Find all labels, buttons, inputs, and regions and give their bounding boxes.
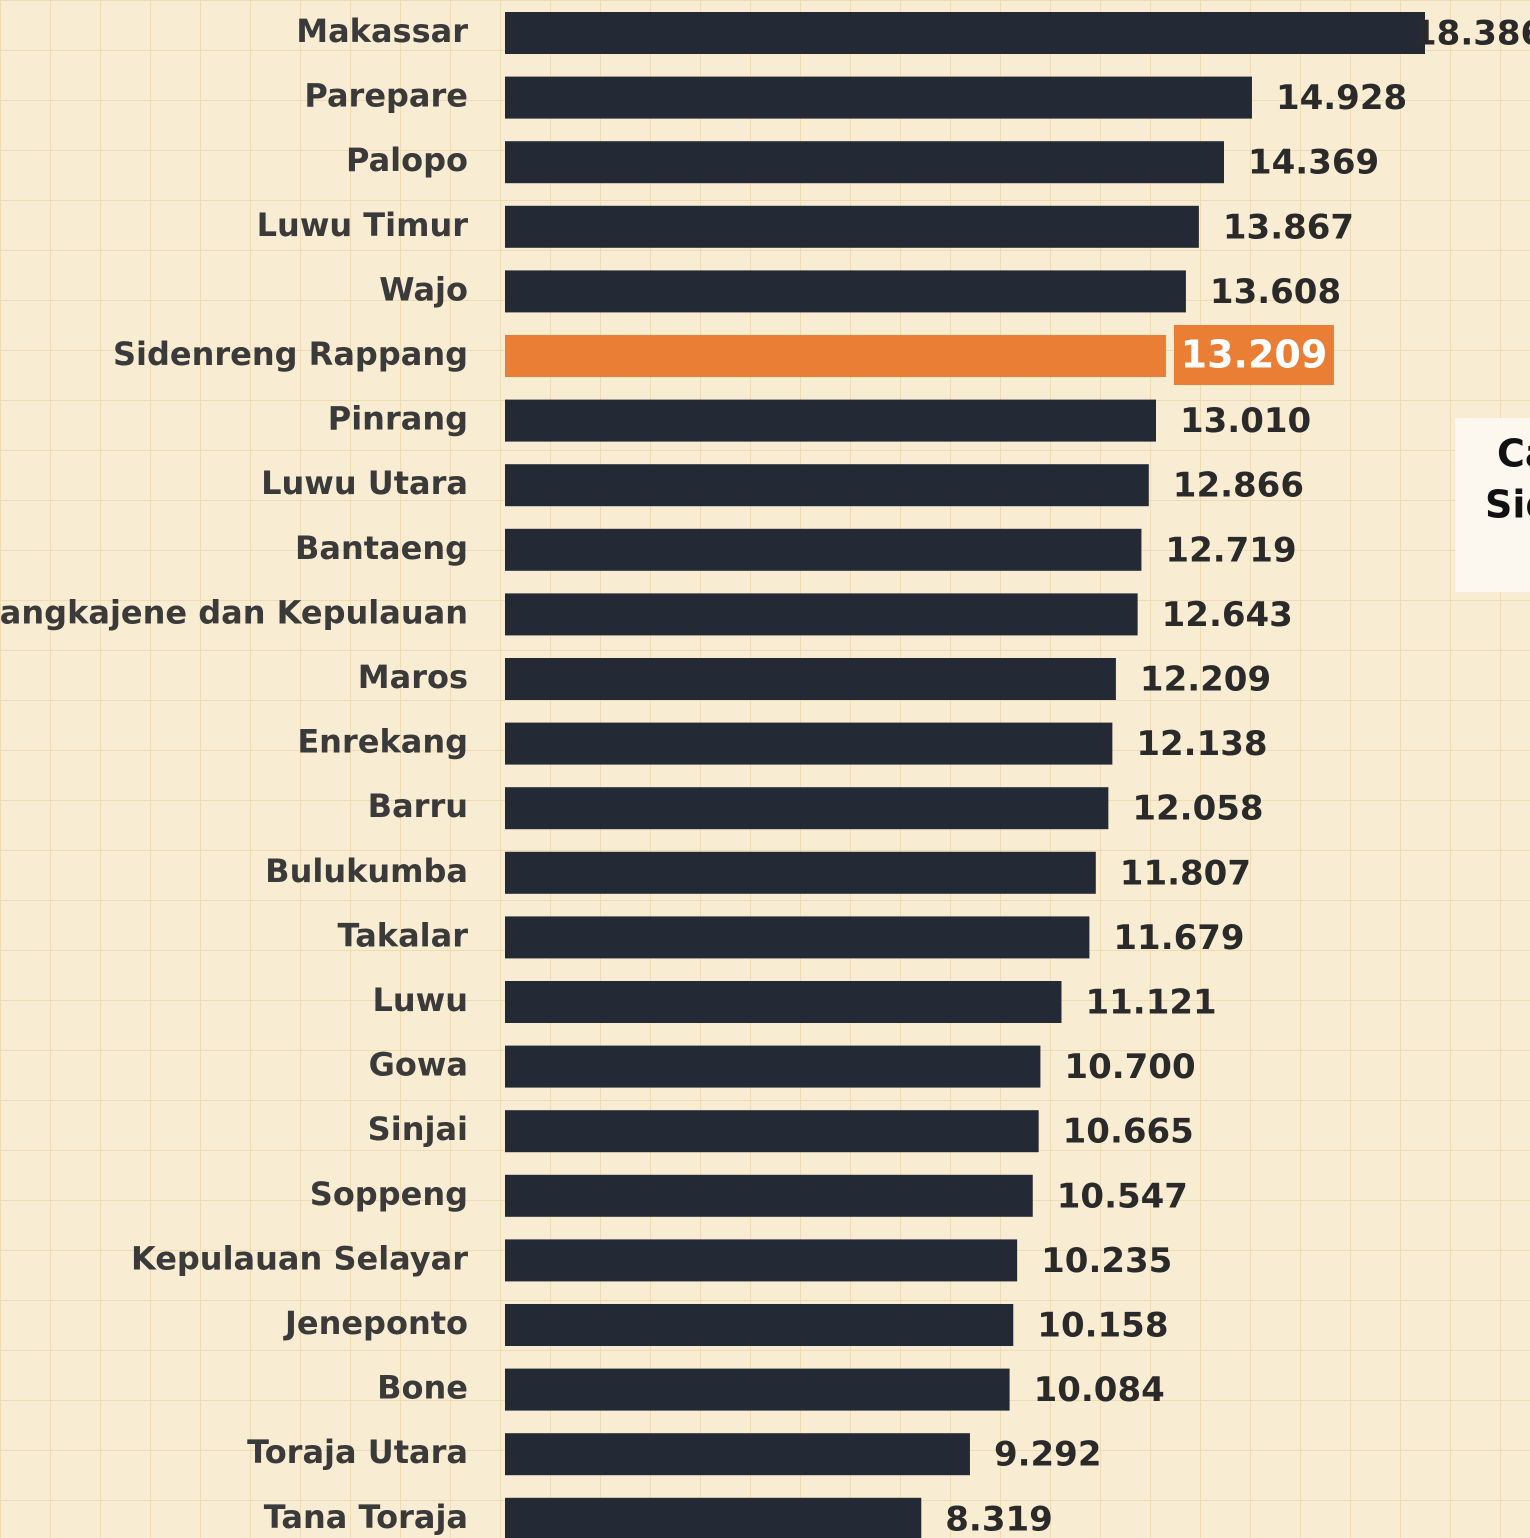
category-label: Soppeng bbox=[310, 1175, 468, 1213]
bar bbox=[505, 852, 1096, 894]
value-label: 12.209 bbox=[1140, 660, 1271, 700]
category-label: Wajo bbox=[379, 270, 468, 308]
category-label: Gowa bbox=[369, 1046, 468, 1084]
card-text: Sid bbox=[1485, 483, 1530, 527]
value-label: 12.719 bbox=[1165, 530, 1296, 570]
value-label: 13.867 bbox=[1223, 207, 1354, 247]
value-label: 9.292 bbox=[994, 1435, 1102, 1475]
bar bbox=[505, 723, 1112, 765]
category-label: Parepare bbox=[304, 77, 468, 115]
value-label: 13.010 bbox=[1180, 401, 1311, 441]
bar bbox=[505, 464, 1149, 506]
bar bbox=[505, 593, 1138, 635]
value-label: 10.665 bbox=[1063, 1112, 1194, 1152]
chart: Ca Sid Makassar 18.386 Parepare 14.928 Palop… bbox=[0, 0, 1530, 1538]
value-label: 18.386 bbox=[1413, 14, 1530, 54]
value-label: 10.084 bbox=[1034, 1370, 1165, 1410]
bar bbox=[505, 1110, 1039, 1152]
bar bbox=[505, 1433, 970, 1475]
category-label: Maros bbox=[358, 658, 468, 696]
value-label: 13.608 bbox=[1210, 272, 1341, 312]
value-label: 12.138 bbox=[1136, 724, 1267, 764]
category-label: Bulukumba bbox=[265, 852, 468, 890]
category-label: Luwu bbox=[372, 981, 468, 1019]
category-label: Kepulauan Selayar bbox=[131, 1239, 468, 1277]
bar bbox=[505, 335, 1166, 377]
bar bbox=[505, 916, 1089, 958]
value-label: 12.643 bbox=[1162, 595, 1293, 635]
bar bbox=[505, 1369, 1010, 1411]
category-label: Bone bbox=[377, 1369, 468, 1407]
category-label: Sidenreng Rappang bbox=[113, 335, 468, 373]
value-label: 12.058 bbox=[1132, 789, 1263, 829]
bar bbox=[505, 12, 1425, 54]
value-label: 14.369 bbox=[1248, 143, 1379, 183]
category-label: Luwu Utara bbox=[261, 464, 468, 502]
value-label: 10.547 bbox=[1057, 1176, 1188, 1216]
value-label: 11.679 bbox=[1113, 918, 1244, 958]
value-label: 10.235 bbox=[1041, 1241, 1172, 1281]
category-label: Tana Toraja bbox=[264, 1498, 468, 1536]
category-label: Takalar bbox=[337, 916, 468, 954]
bar bbox=[505, 1239, 1017, 1281]
bar bbox=[505, 981, 1061, 1023]
bar bbox=[505, 141, 1224, 183]
category-label: Makassar bbox=[296, 12, 468, 50]
bar bbox=[505, 400, 1156, 442]
category-label: Jeneponto bbox=[283, 1304, 468, 1342]
bar bbox=[505, 1046, 1040, 1088]
bar bbox=[505, 1175, 1033, 1217]
bar bbox=[505, 529, 1141, 571]
category-label: Enrekang bbox=[297, 723, 468, 761]
page: Ca Sid Makassar 18.386 Parepare 14.928 Palop… bbox=[0, 0, 1530, 1538]
value-label: 11.121 bbox=[1085, 983, 1216, 1023]
value-label: 10.158 bbox=[1037, 1306, 1168, 1346]
value-label: 10.700 bbox=[1064, 1047, 1195, 1087]
value-label: 8.319 bbox=[945, 1499, 1053, 1538]
category-label: Pangkajene dan Kepulauan bbox=[0, 593, 468, 631]
category-label: Palopo bbox=[346, 141, 468, 179]
bar bbox=[505, 1304, 1013, 1346]
bar bbox=[505, 1498, 921, 1538]
bar bbox=[505, 658, 1116, 700]
value-label: 13.209 bbox=[1181, 333, 1328, 377]
category-label: Barru bbox=[368, 787, 468, 825]
value-label: 11.807 bbox=[1120, 853, 1251, 893]
category-label: Sinjai bbox=[368, 1110, 468, 1148]
value-label: 14.928 bbox=[1276, 78, 1407, 118]
bar bbox=[505, 77, 1252, 119]
bar bbox=[505, 270, 1186, 312]
bar bbox=[505, 206, 1199, 248]
category-label: Bantaeng bbox=[295, 529, 468, 567]
bar bbox=[505, 787, 1108, 829]
card-text: Ca bbox=[1497, 432, 1530, 476]
value-label: 12.866 bbox=[1173, 466, 1304, 506]
category-label: Pinrang bbox=[328, 400, 468, 438]
category-label: Toraja Utara bbox=[247, 1433, 468, 1471]
category-label: Luwu Timur bbox=[257, 206, 469, 244]
